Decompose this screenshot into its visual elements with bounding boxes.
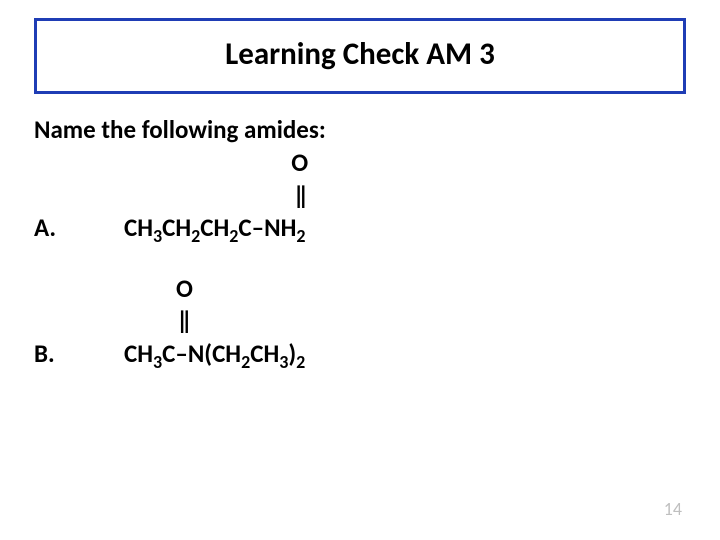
- amide-item: O‖ A.CH3CH2CH2C–NH2: [34, 147, 686, 245]
- item-label: B.: [34, 338, 124, 371]
- chemical-formula: CH3CH2CH2C–NH2: [124, 212, 305, 245]
- page-number: 14: [664, 498, 682, 520]
- double-bond-icon: ‖: [178, 305, 190, 336]
- carbonyl-oxygen: O: [176, 273, 193, 304]
- title-box: Learning Check AM 3: [34, 18, 686, 94]
- items-container: O‖A.CH3CH2CH2C–NH2O‖B.CH3C–N(CH2CH3)2: [34, 147, 686, 370]
- chemical-formula: CH3C–N(CH2CH3)2: [124, 338, 305, 371]
- prompt-text: Name the following amides:: [34, 114, 686, 145]
- page-title: Learning Check AM 3: [47, 35, 673, 73]
- carbonyl-oxygen: O: [291, 147, 308, 178]
- amide-item: O‖ B.CH3C–N(CH2CH3)2: [34, 273, 686, 371]
- double-bond-icon: ‖: [295, 180, 307, 211]
- item-label: A.: [34, 212, 124, 245]
